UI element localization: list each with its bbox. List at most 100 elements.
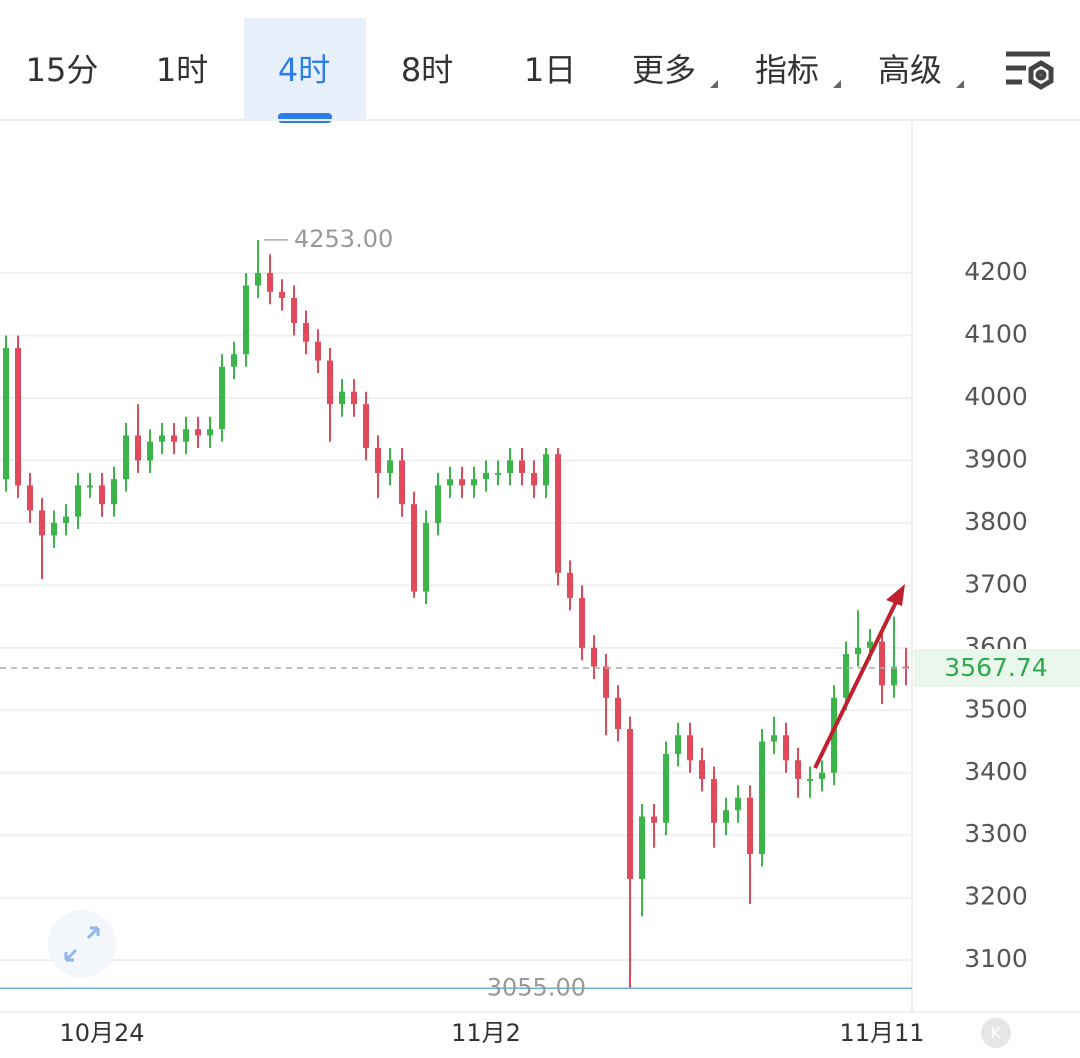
candle-body <box>171 435 177 442</box>
plot: 3100320033003400350036003700380039004000… <box>0 225 1080 1047</box>
y-tick-label: 4200 <box>964 257 1028 286</box>
candle-body <box>687 735 693 761</box>
candle-body <box>231 354 237 367</box>
candle-body <box>291 298 297 324</box>
last-price-label: 3567.74 <box>944 653 1047 682</box>
y-tick-label: 3100 <box>964 944 1028 973</box>
candle-body <box>627 729 633 879</box>
dropdown-caret <box>833 80 841 88</box>
candle-body <box>63 516 69 523</box>
candle-body <box>87 485 93 488</box>
tab-label[interactable]: 8时 <box>401 51 453 89</box>
candle-body <box>711 779 717 823</box>
candle-body <box>747 797 753 854</box>
candle-body <box>111 479 117 505</box>
candle-body <box>519 460 525 473</box>
y-tick-label: 3800 <box>964 507 1028 536</box>
y-tick-label: 4000 <box>964 382 1028 411</box>
candle-body <box>339 391 345 405</box>
candle-body <box>615 697 621 730</box>
candle-body <box>219 366 225 430</box>
candle-body <box>579 597 585 648</box>
candle-body <box>603 666 609 698</box>
x-tick-label: 11月2 <box>451 1019 521 1047</box>
candle-body <box>591 647 597 667</box>
candle-body <box>123 435 129 480</box>
candle-body <box>255 273 261 286</box>
high-label: 4253.00 <box>294 225 393 253</box>
tab-label[interactable]: 指标 <box>755 51 819 89</box>
candle-body <box>183 429 189 442</box>
candle-body <box>675 735 681 755</box>
tab-label[interactable]: 更多 <box>632 51 696 89</box>
candle-body <box>843 654 849 698</box>
candle-body <box>303 323 309 342</box>
candle-body <box>831 697 837 773</box>
dropdown-caret <box>710 80 718 88</box>
trend-arrow-head <box>886 584 905 606</box>
tab-label[interactable]: 1时 <box>156 51 208 89</box>
candle-body <box>723 810 729 823</box>
candle-body <box>399 460 405 505</box>
candle-body <box>879 641 885 686</box>
candle-body <box>387 460 393 473</box>
candle-body <box>771 735 777 742</box>
x-tick-label: 10月24 <box>59 1019 144 1047</box>
candle-body <box>735 797 741 811</box>
candle-body <box>135 435 141 461</box>
y-tick-label: 3700 <box>964 569 1028 598</box>
candle-body <box>243 285 249 355</box>
candle-body <box>759 741 765 854</box>
k-bg <box>981 1018 1011 1048</box>
candle-body <box>699 760 705 780</box>
active-tab-indicator <box>278 113 332 123</box>
candle-body <box>507 460 513 473</box>
candle-body <box>315 341 321 361</box>
candle-body <box>795 760 801 780</box>
active-tab-bg <box>244 18 366 120</box>
icon-hex <box>1028 60 1054 90</box>
candle-body <box>195 429 201 436</box>
expand-icon <box>64 926 100 962</box>
candle-body <box>495 472 501 475</box>
candle-body <box>147 441 153 461</box>
candle-body <box>855 647 861 655</box>
expand-button[interactable] <box>48 910 116 978</box>
candle-body <box>267 273 273 292</box>
candle-body <box>15 347 21 486</box>
candle-body <box>447 479 453 486</box>
candle-body <box>39 510 45 536</box>
k-button[interactable]: K <box>981 1018 1011 1048</box>
candle-body <box>471 479 477 486</box>
expand-bg <box>48 910 116 978</box>
candle-body <box>75 485 81 517</box>
candle-body <box>867 641 873 648</box>
candle-body <box>3 347 9 480</box>
candle-body <box>639 816 645 879</box>
candle-body <box>375 447 381 473</box>
k-label: K <box>991 1024 1002 1043</box>
candle-body <box>783 735 789 761</box>
candle-body <box>159 435 165 442</box>
tab-label[interactable]: 1日 <box>524 51 576 89</box>
y-tick-label: 3400 <box>964 757 1028 786</box>
y-tick-label: 4100 <box>964 320 1028 349</box>
candle-body <box>651 816 657 823</box>
tab-label[interactable]: 15分 <box>26 51 99 89</box>
y-tick-label: 3200 <box>964 882 1028 911</box>
tab-label[interactable]: 高级 <box>878 51 942 89</box>
icon-dot <box>1035 69 1047 81</box>
y-tick-label: 3900 <box>964 444 1028 473</box>
last-price-bg <box>914 648 1080 687</box>
candle-body <box>483 472 489 480</box>
settings-icon[interactable] <box>1006 51 1054 90</box>
candle-body <box>411 504 417 592</box>
candle-body <box>807 779 813 782</box>
candle-body <box>531 472 537 486</box>
tab-label[interactable]: 4时 <box>278 51 330 89</box>
candle-body <box>459 479 465 486</box>
candle-body <box>555 454 561 573</box>
low-label: 3055.00 <box>487 973 586 1001</box>
